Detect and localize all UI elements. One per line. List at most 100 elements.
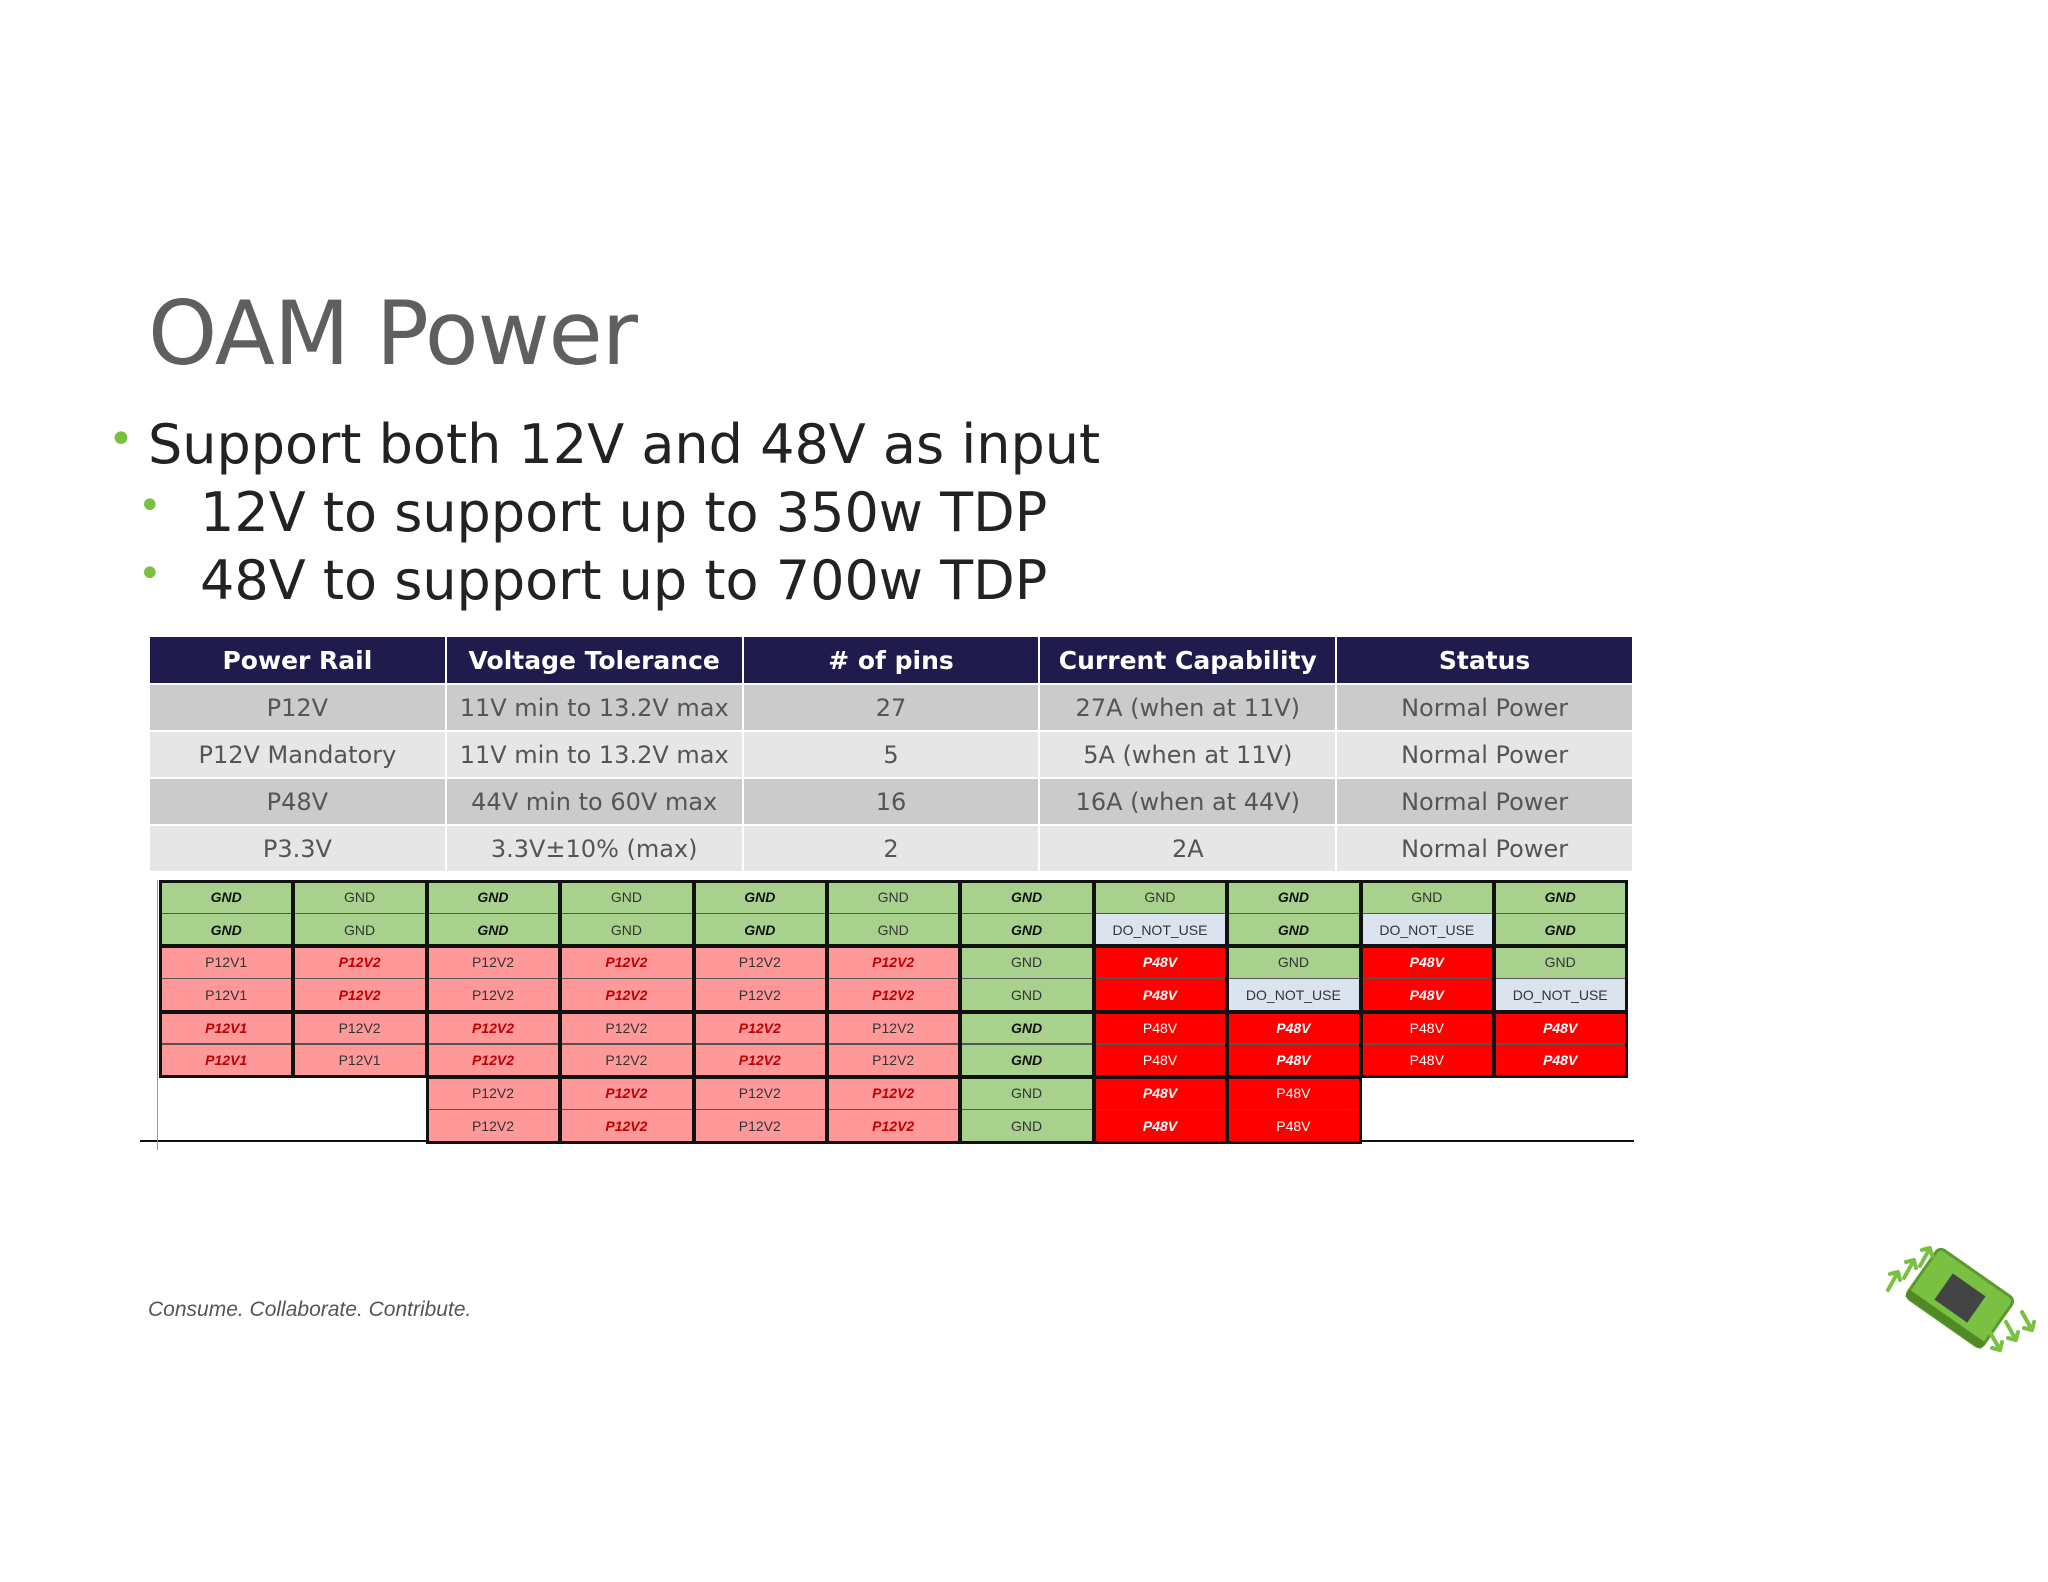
chip-logo-icon: [1886, 1246, 2036, 1352]
table-cell: 27A (when at 11V): [1038, 683, 1338, 732]
pin-cell: GND: [1226, 945, 1361, 980]
pin-cell: P48V: [1359, 1043, 1494, 1078]
table-row: P3.3V 3.3V±10% (max) 2 2A Normal Power: [148, 824, 1634, 873]
bullet-dot-icon: •: [138, 551, 162, 597]
pin-cell: GND: [959, 912, 1094, 947]
table-cell: 3.3V±10% (max): [444, 824, 744, 873]
pin-cell: P12V2: [692, 1076, 827, 1110]
pin-cell: P12V2: [692, 978, 827, 1012]
pin-cell: GND: [692, 880, 827, 914]
sub-bullet-item: • 48V to support up to 700w TDP: [138, 554, 1047, 608]
table-cell: 2: [741, 824, 1041, 873]
pin-cell: GND: [559, 880, 694, 914]
pin-cell: GND: [959, 978, 1094, 1012]
table-cell: 5A (when at 11V): [1038, 730, 1338, 779]
pin-cell: GND: [959, 880, 1094, 914]
pin-cell: GND: [826, 880, 961, 914]
pin-cell: GND: [292, 880, 427, 914]
pin-cell: GND: [425, 880, 561, 914]
pin-cell: P12V2: [692, 1108, 827, 1143]
pin-cell: GND: [1493, 945, 1628, 980]
table-cell: 16: [741, 777, 1041, 826]
table-cell: 5: [741, 730, 1041, 779]
pin-cell: GND: [559, 912, 694, 947]
table-cell: 11V min to 13.2V max: [444, 730, 744, 779]
pin-cell: P12V2: [425, 1010, 561, 1045]
table-cell: P3.3V: [148, 824, 447, 873]
table-cell: Normal Power: [1335, 683, 1634, 732]
table-cell: Normal Power: [1335, 730, 1634, 779]
bullet-dot-icon: •: [108, 414, 134, 465]
pin-cell: P12V2: [826, 945, 961, 980]
pin-cell: P12V1: [159, 1010, 294, 1045]
pin-cell: GND: [692, 912, 827, 947]
pin-map-left-rule: [157, 880, 158, 1150]
pin-cell: P12V2: [425, 1108, 561, 1143]
pin-cell: P12V2: [826, 1076, 961, 1110]
table-cell: P12V Mandatory: [148, 730, 447, 779]
pin-cell: GND: [959, 1108, 1094, 1143]
pin-cell: P48V: [1092, 1043, 1228, 1078]
pin-cell: P12V2: [826, 1010, 961, 1045]
pin-cell: GND: [1092, 880, 1228, 914]
table-cell: 27: [741, 683, 1041, 732]
pin-cell: P48V: [1359, 945, 1494, 980]
pin-cell: DO_NOT_USE: [1226, 978, 1361, 1012]
table-cell: 11V min to 13.2V max: [444, 683, 744, 732]
pin-cell: P12V2: [425, 1043, 561, 1078]
column-header: Voltage Tolerance: [444, 635, 744, 685]
pin-cell: P12V2: [292, 978, 427, 1012]
pin-cell: P48V: [1092, 945, 1228, 980]
pin-cell: GND: [1493, 880, 1628, 914]
pin-cell: P12V1: [159, 978, 294, 1012]
pin-cell: P48V: [1493, 1010, 1628, 1045]
table-cell: P12V: [148, 683, 447, 732]
table-cell: 2A: [1038, 824, 1338, 873]
pin-cell: P48V: [1493, 1043, 1628, 1078]
pin-cell: P12V1: [159, 1043, 294, 1078]
pin-cell: P48V: [1226, 1010, 1361, 1045]
table-cell: 44V min to 60V max: [444, 777, 744, 826]
column-header: Current Capability: [1038, 635, 1338, 685]
pin-cell: P12V2: [292, 945, 427, 980]
pin-cell: GND: [959, 1076, 1094, 1110]
pin-cell: GND: [1226, 912, 1361, 947]
pin-cell: GND: [159, 880, 294, 914]
bullet-text: Support both 12V and 48V as input: [148, 413, 1101, 476]
pin-cell: P48V: [1359, 1010, 1494, 1045]
pin-cell: DO_NOT_USE: [1359, 912, 1494, 947]
table-header-row: Power Rail Voltage Tolerance # of pins C…: [148, 635, 1634, 685]
pin-cell: P12V1: [292, 1043, 427, 1078]
bullet-text: 12V to support up to 350w TDP: [200, 481, 1048, 544]
pin-cell: P12V2: [292, 1010, 427, 1045]
column-header: Power Rail: [148, 635, 447, 685]
pin-cell: P12V2: [559, 978, 694, 1012]
table-row: P12V Mandatory 11V min to 13.2V max 5 5A…: [148, 730, 1634, 779]
pin-cell: GND: [826, 912, 961, 947]
table-row: P48V 44V min to 60V max 16 16A (when at …: [148, 777, 1634, 826]
pin-cell: P12V2: [425, 978, 561, 1012]
pin-cell: GND: [1493, 912, 1628, 947]
pin-cell: P12V2: [826, 1108, 961, 1143]
pin-cell: P48V: [1092, 1108, 1228, 1143]
pin-cell: P12V2: [692, 945, 827, 980]
pin-cell: P12V2: [559, 945, 694, 980]
pin-cell: P12V2: [559, 1010, 694, 1045]
table-row: P12V 11V min to 13.2V max 27 27A (when a…: [148, 683, 1634, 732]
pin-cell: GND: [292, 912, 427, 947]
column-header: # of pins: [741, 635, 1041, 685]
pin-cell: DO_NOT_USE: [1493, 978, 1628, 1012]
pin-cell: P12V2: [425, 945, 561, 980]
pin-cell: P12V2: [425, 1076, 561, 1110]
pin-cell: P12V2: [692, 1010, 827, 1045]
pin-cell: GND: [959, 945, 1094, 980]
slide-title: OAM Power: [148, 282, 638, 385]
pin-cell: P12V2: [826, 978, 961, 1012]
power-rail-table: Power Rail Voltage Tolerance # of pins C…: [148, 635, 1634, 873]
pin-cell: P48V: [1092, 1010, 1228, 1045]
pin-cell: P12V2: [559, 1076, 694, 1110]
pin-cell: GND: [1226, 880, 1361, 914]
bullet-item: • Support both 12V and 48V as input: [108, 418, 1100, 472]
pin-cell: P48V: [1226, 1076, 1361, 1110]
